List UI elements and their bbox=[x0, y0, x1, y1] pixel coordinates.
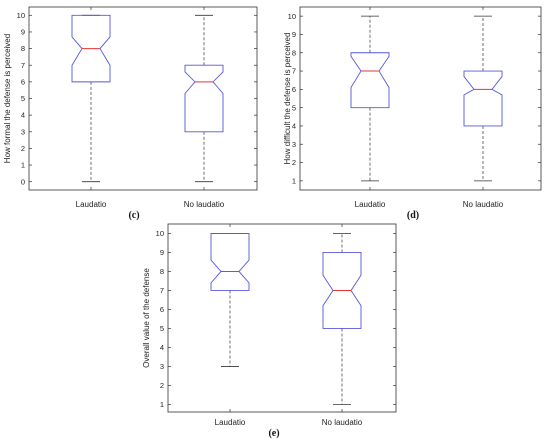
panel-2: 1 2 3 4 5 6 7 8 9 10 Overall value of the defense L… bbox=[142, 223, 397, 439]
y-tick-label: 7 bbox=[292, 67, 296, 76]
y-axis-label: How difficult the defense is perceived bbox=[283, 33, 292, 165]
y-tick-label: 1 bbox=[292, 176, 296, 185]
y-tick-label: 2 bbox=[21, 144, 25, 153]
plot-frame bbox=[167, 223, 397, 413]
y-tick-label: 4 bbox=[160, 343, 164, 352]
y-tick-label: 7 bbox=[160, 286, 164, 295]
y-tick-label: 5 bbox=[292, 103, 296, 112]
y-tick-label: 2 bbox=[160, 381, 164, 390]
y-tick-label: 9 bbox=[21, 28, 25, 37]
y-tick-label: 9 bbox=[160, 248, 164, 257]
category-label: Laudatio bbox=[215, 418, 246, 427]
y-tick-label: 2 bbox=[292, 158, 296, 167]
y-tick-label: 6 bbox=[292, 85, 296, 94]
panel-label: (c) bbox=[128, 210, 139, 221]
y-tick-label: 4 bbox=[21, 111, 25, 120]
y-tick-label: 10 bbox=[17, 11, 25, 20]
panel-label: (d) bbox=[407, 210, 419, 221]
y-tick-label: 3 bbox=[160, 362, 164, 371]
plot-frame bbox=[299, 6, 542, 191]
notched-box bbox=[184, 64, 224, 133]
y-tick-label: 8 bbox=[160, 267, 164, 276]
y-tick-label: 1 bbox=[21, 161, 25, 170]
y-tick-label: 10 bbox=[288, 12, 296, 21]
y-tick-label: 7 bbox=[21, 61, 25, 70]
notched-box bbox=[210, 233, 250, 291]
category-label: No laudatio bbox=[184, 200, 225, 209]
notched-box bbox=[322, 252, 362, 329]
category-label: Laudatio bbox=[76, 200, 107, 209]
y-tick-label: 4 bbox=[292, 122, 296, 131]
y-axis-label: Overall value of the defense bbox=[142, 268, 151, 368]
y-tick-label: 6 bbox=[21, 77, 25, 86]
notched-box bbox=[71, 14, 111, 83]
panel-1: 1 2 3 4 5 6 7 8 9 10 How difficult the defense is … bbox=[283, 6, 542, 221]
panel-label: (e) bbox=[268, 428, 279, 439]
y-tick-label: 0 bbox=[21, 177, 25, 186]
panel-0: 0 1 2 3 4 5 6 7 8 9 10 How formal the defense is pe… bbox=[3, 6, 258, 221]
notched-box bbox=[463, 70, 503, 127]
y-tick-label: 1 bbox=[160, 400, 164, 409]
category-label: No laudatio bbox=[463, 200, 504, 209]
y-tick-label: 3 bbox=[21, 127, 25, 136]
category-label: Laudatio bbox=[355, 200, 386, 209]
y-tick-label: 6 bbox=[160, 305, 164, 314]
y-tick-label: 3 bbox=[292, 140, 296, 149]
y-tick-label: 9 bbox=[292, 30, 296, 39]
y-tick-label: 8 bbox=[21, 44, 25, 53]
category-label: No laudatio bbox=[322, 418, 363, 427]
y-tick-label: 10 bbox=[156, 229, 164, 238]
y-tick-label: 5 bbox=[160, 324, 164, 333]
notched-box bbox=[350, 52, 390, 109]
y-tick-label: 5 bbox=[21, 94, 25, 103]
y-tick-label: 8 bbox=[292, 48, 296, 57]
y-axis-label: How formal the defense is perceived bbox=[3, 34, 12, 163]
